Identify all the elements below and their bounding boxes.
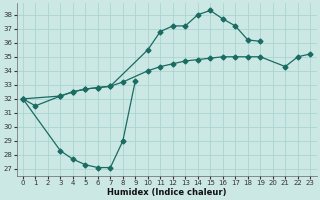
X-axis label: Humidex (Indice chaleur): Humidex (Indice chaleur) xyxy=(107,188,226,197)
